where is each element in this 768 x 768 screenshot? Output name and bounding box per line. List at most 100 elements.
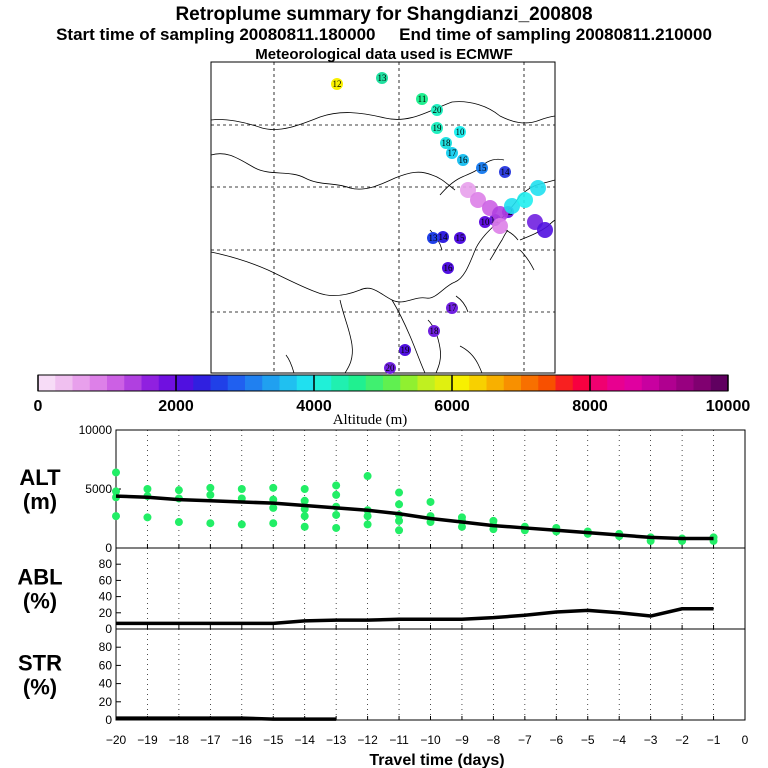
x-tick-label: −3 [644, 733, 658, 747]
trajectory-marker [446, 147, 458, 159]
scatter-point [269, 503, 278, 512]
colorbar-segment [72, 375, 91, 391]
plume-blob [530, 180, 546, 196]
y-axis-label: (%) [23, 589, 57, 614]
colorbar-segment [124, 375, 142, 391]
colorbar-segment [659, 375, 677, 391]
y-tick-label: 20 [99, 606, 113, 620]
colorbar-segment [38, 375, 56, 391]
colorbar-segment [245, 375, 263, 391]
trajectory-label: 16 [444, 263, 454, 273]
x-tick-label: −11 [389, 733, 409, 747]
trajectory-label: 17 [448, 148, 458, 158]
colorbar-segment [417, 375, 436, 391]
y-tick-label: 60 [99, 573, 113, 587]
trajectory-marker [437, 231, 449, 243]
colorbar-segment [193, 375, 211, 391]
x-tick-label: −13 [326, 733, 347, 747]
colorbar-segment [262, 375, 280, 391]
x-tick-label: 0 [742, 733, 749, 747]
scatter-point [363, 472, 372, 481]
colorbar-segment [89, 375, 108, 391]
trajectory-label: 19 [401, 345, 411, 355]
colorbar-segment [141, 375, 160, 391]
colorbar-segment [641, 375, 660, 391]
trajectory-label: 20 [433, 105, 443, 115]
colorbar-tick-label: 10000 [706, 398, 751, 415]
scatter-point [237, 485, 246, 493]
colorbar-tick-label: 2000 [158, 398, 194, 415]
trajectory-label: 20 [386, 363, 396, 373]
scatter-point [206, 490, 215, 499]
trajectory-label: 16 [459, 155, 469, 165]
scatter-point [174, 486, 183, 495]
scatter-point [363, 512, 372, 521]
scatter-point [363, 520, 372, 529]
trajectory-label: 13 [378, 73, 388, 83]
colorbar-segment [607, 375, 625, 391]
colorbar-segment [331, 375, 349, 391]
x-tick-label: −5 [581, 733, 595, 747]
y-tick-label: 20 [99, 695, 113, 709]
x-tick-label: −12 [357, 733, 378, 747]
trajectory-label: 11 [418, 94, 427, 104]
x-tick-label: −8 [487, 733, 501, 747]
colorbar-segment [710, 375, 729, 391]
y-axis-label: (%) [23, 675, 57, 700]
series-line [116, 716, 337, 721]
colorbar-segment [296, 375, 315, 391]
colorbar-tick-label: 6000 [434, 398, 470, 415]
colorbar-segment [434, 375, 453, 391]
y-axis-label: ABL [17, 565, 62, 590]
scatter-point [112, 512, 120, 521]
trajectory-label: 18 [430, 326, 440, 336]
trajectory-marker [427, 232, 439, 244]
colorbar-segment [469, 375, 487, 391]
trajectory-label: 14 [439, 232, 449, 242]
x-tick-label: −16 [232, 733, 253, 747]
panel-str: 0 20 40 60 80 STR(%) [18, 628, 746, 727]
trajectory-label: 18 [442, 138, 452, 148]
x-tick-label: −2 [675, 733, 689, 747]
colorbar-segment [314, 375, 332, 391]
trajectory-marker [376, 72, 388, 84]
trajectory-label: 14 [501, 167, 511, 177]
trajectory-marker [399, 344, 411, 356]
colorbar-title: Altitude (m) [333, 412, 408, 428]
trajectory-marker [440, 137, 452, 149]
series-line [116, 607, 714, 626]
trajectory-marker [454, 232, 466, 244]
trajectory-label: 15 [456, 233, 466, 243]
colorbar-segment [452, 375, 470, 391]
colorbar-segment [555, 375, 574, 391]
colorbar-segment [279, 375, 298, 391]
colorbar-segment [400, 375, 418, 391]
x-axis-label: Travel time (days) [369, 752, 504, 768]
trajectory-marker [479, 216, 491, 228]
x-tick-label: −10 [420, 733, 441, 747]
trajectory-marker [499, 166, 511, 178]
scatter-point [206, 519, 215, 528]
trajectory-marker [428, 325, 440, 337]
colorbar-segment [486, 375, 505, 391]
trajectory-marker [331, 78, 343, 90]
scatter-point [300, 485, 309, 493]
panel-abl: 0 20 40 60 80 ABL(%) [17, 547, 746, 636]
trajectory-label: 15 [478, 163, 488, 173]
x-tick-label: −14 [295, 733, 316, 747]
trajectory-label: 12 [333, 79, 342, 89]
sampling-times: Start time of sampling 20080811.180000 E… [0, 25, 768, 45]
y-tick-label: 0 [105, 713, 112, 727]
x-tick-label: −15 [263, 733, 284, 747]
scatter-point [332, 523, 341, 532]
colorbar-tick-label: 4000 [296, 398, 332, 415]
trajectory-marker [476, 162, 488, 174]
plume-blob [492, 218, 508, 234]
colorbar-segment [227, 375, 246, 391]
colorbar-segment [538, 375, 556, 391]
x-tick-label: −4 [612, 733, 626, 747]
y-axis-label: (m) [23, 489, 57, 514]
end-time-label: End time of sampling 20080811.210000 [399, 25, 712, 44]
trajectory-label: 10 [456, 127, 466, 137]
scatter-point [395, 516, 404, 525]
